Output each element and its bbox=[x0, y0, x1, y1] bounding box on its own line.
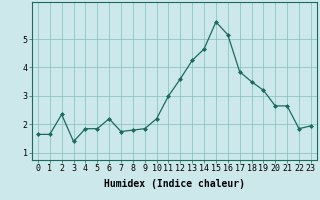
X-axis label: Humidex (Indice chaleur): Humidex (Indice chaleur) bbox=[104, 179, 245, 189]
